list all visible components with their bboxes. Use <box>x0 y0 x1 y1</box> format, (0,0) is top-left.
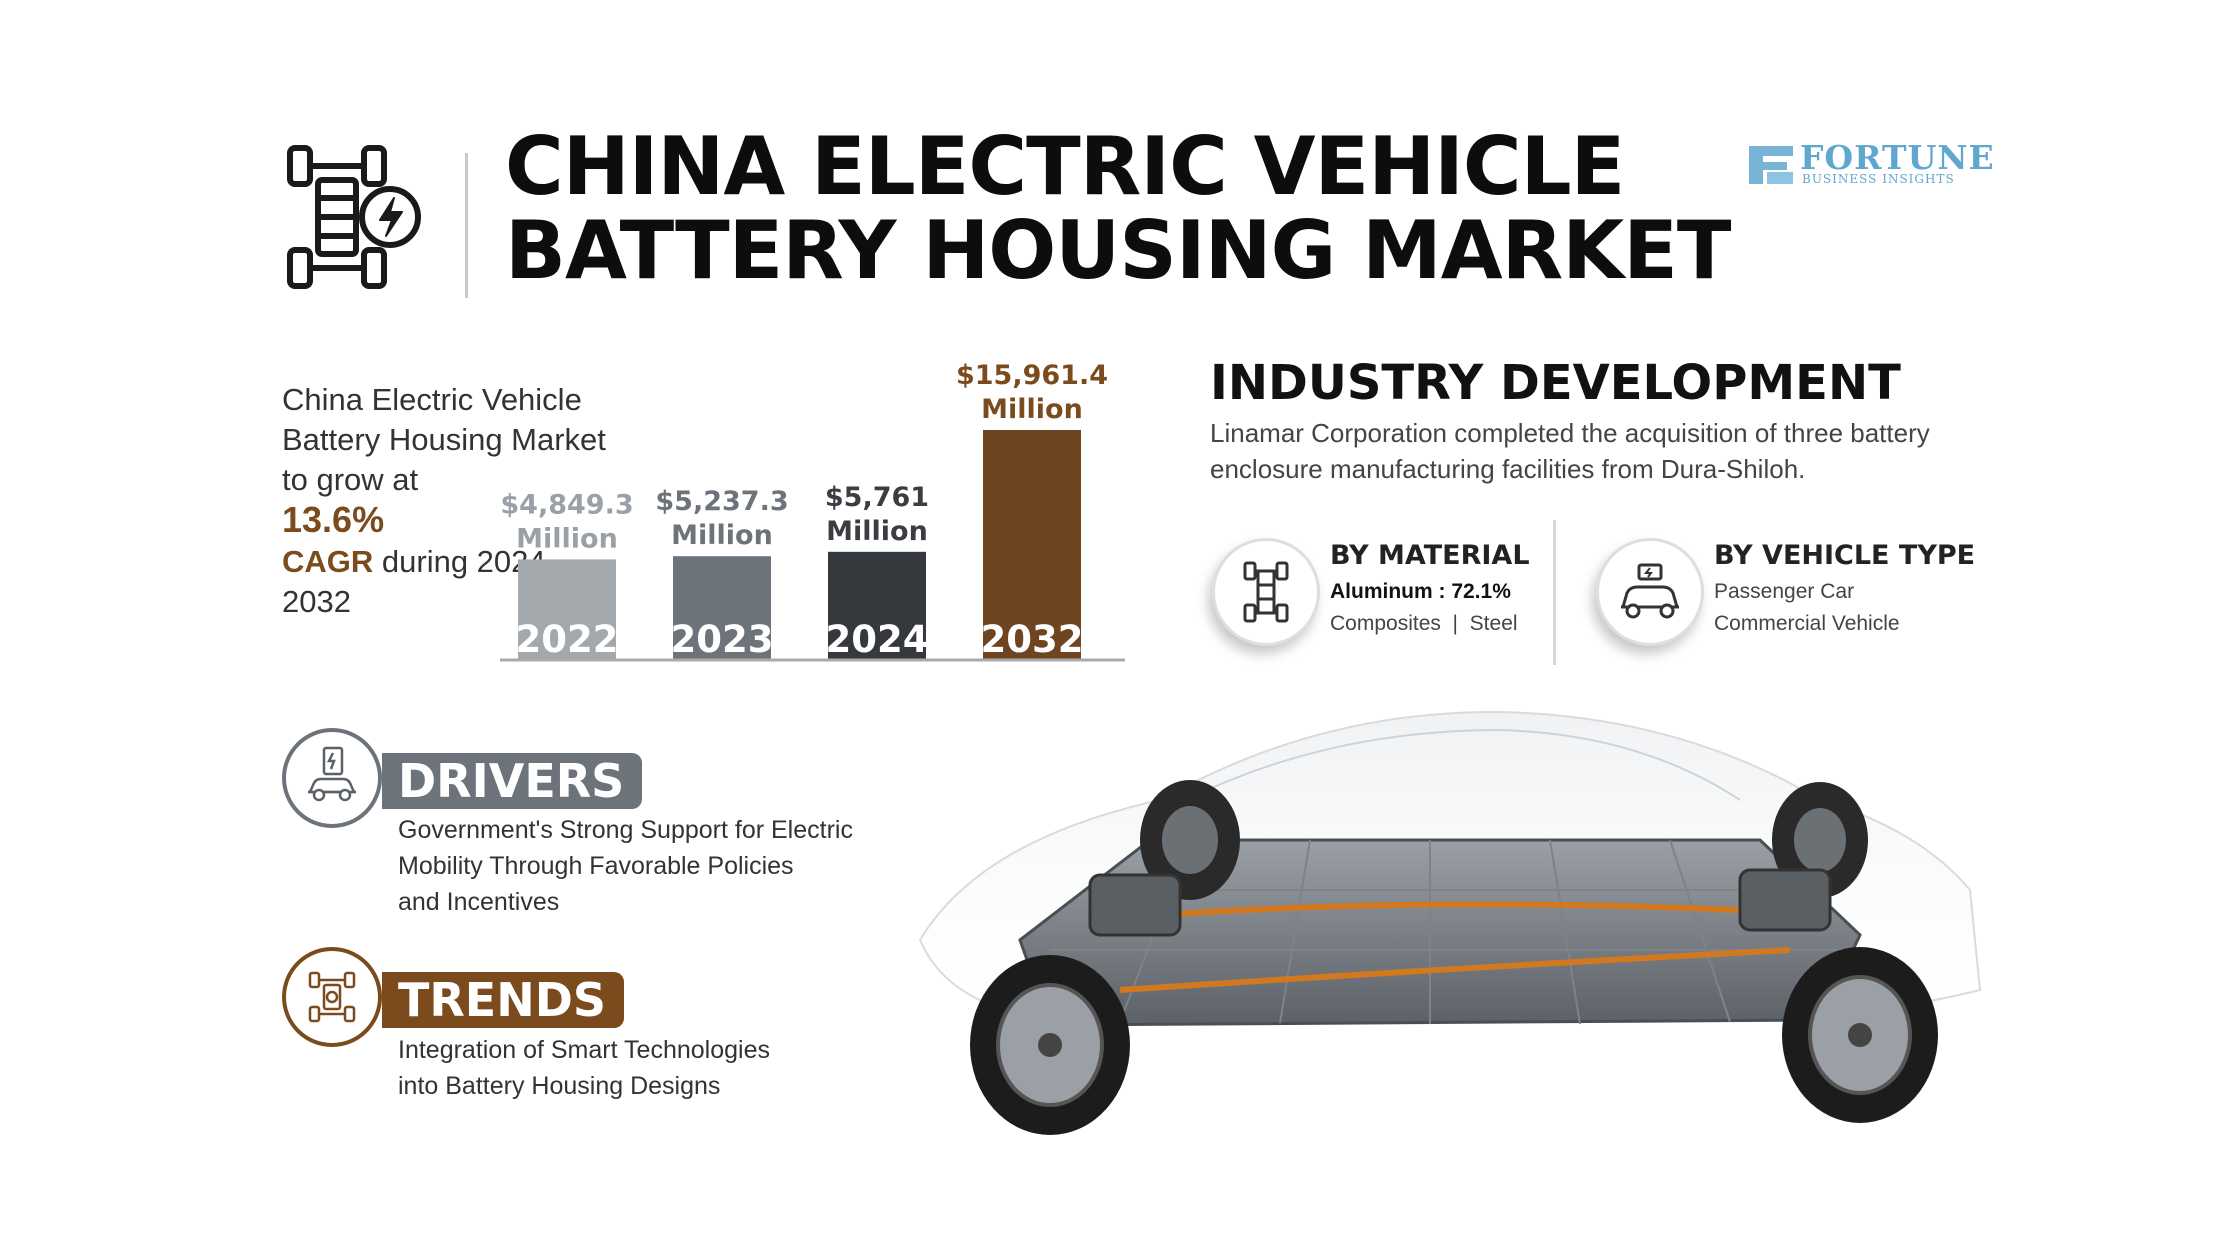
drivers-text-line: Government's Strong Support for Electric <box>398 816 853 844</box>
industry-development-title: INDUSTRY DEVELOPMENT <box>1210 355 1901 411</box>
trends-label: TRENDS <box>382 972 625 1028</box>
value-label: $4,849.3 <box>500 489 633 520</box>
ev-chassis-illustration <box>918 710 1982 1135</box>
title-line-2: BATTERY HOUSING MARKET <box>505 204 1731 297</box>
title-line-1: CHINA ELECTRIC VEHICLE <box>505 120 1625 213</box>
material-others: Composites | Steel <box>1330 612 1518 635</box>
page-title: CHINA ELECTRIC VEHICLE BATTERY HOUSING M… <box>505 120 1731 297</box>
bar-2024 <box>828 551 926 660</box>
drivers-icon-badge <box>282 728 382 828</box>
ghost-roof-line <box>1189 728 1741 801</box>
value-label: $5,761 <box>825 482 929 513</box>
category-label: 2022 <box>516 618 619 661</box>
cagr-label: CAGR <box>282 544 374 579</box>
brand-logo <box>1745 140 1965 190</box>
smart-chassis-icon <box>308 971 356 1023</box>
vehicle-segment-icon-badge <box>1596 538 1704 646</box>
header-divider <box>465 153 468 298</box>
bar-2032 <box>983 430 1081 660</box>
unit-label: Million <box>516 523 618 554</box>
trends-text: Integration of Smart Technologies into B… <box>398 1032 770 1104</box>
drivers-text-line: and Incentives <box>398 888 560 916</box>
ev-car-icon <box>1621 563 1679 619</box>
category-label: 2024 <box>826 618 929 661</box>
logo-mark-icon <box>1749 146 1793 184</box>
aluminum-share: Aluminum : 72.1% <box>1330 580 1511 603</box>
value-label: $5,237.3 <box>655 486 788 517</box>
wheel-rear-left <box>1782 947 1938 1123</box>
orange-cable <box>1119 947 1791 993</box>
bar-2023 <box>673 556 771 660</box>
category-label: 2023 <box>671 618 774 661</box>
material-highlight: Aluminum : 72.1% <box>1330 580 1511 604</box>
bar-2022 <box>518 559 616 660</box>
wheel-front-right <box>1140 780 1240 900</box>
value-label: $15,961.4 <box>956 360 1108 391</box>
logo-text: FORTUNE <box>1800 138 1995 177</box>
chassis-battery-icon <box>282 142 430 292</box>
segment-divider <box>1553 520 1556 665</box>
drivers-text-line: Mobility Through Favorable Policies <box>398 852 794 880</box>
rear-motor <box>1738 868 1832 932</box>
unit-label: Million <box>826 516 928 547</box>
trends-text-line: into Battery Housing Designs <box>398 1072 721 1100</box>
drivers-text: Government's Strong Support for Electric… <box>398 812 853 920</box>
unit-label: Million <box>671 520 773 551</box>
front-motor <box>1088 873 1182 937</box>
vehicle-item-commercial: Commercial Vehicle <box>1714 612 1900 635</box>
material-segment-icon-badge <box>1212 538 1320 646</box>
trends-icon-badge <box>282 947 382 1047</box>
drivers-label: DRIVERS <box>382 753 643 809</box>
growth-text: China Electric Vehicle Battery Housing M… <box>282 382 606 497</box>
logo-subtext: BUSINESS INSIGHTS <box>1802 172 1955 186</box>
unit-label: Million <box>981 394 1083 425</box>
market-size-bar-chart: 2022$4,849.3Million2023$5,237.3Million20… <box>500 360 1125 662</box>
material-segment-title: BY MATERIAL <box>1330 540 1530 571</box>
vehicle-item-passenger: Passenger Car <box>1714 580 1855 603</box>
wheel-front-left <box>970 955 1130 1135</box>
category-label: 2032 <box>981 618 1084 661</box>
cagr-value: 13.6% <box>282 499 385 540</box>
growth-statement: China Electric Vehicle Battery Housing M… <box>282 380 622 622</box>
vehicle-segment-title: BY VEHICLE TYPE <box>1714 540 1976 571</box>
ev-charging-icon <box>308 746 356 802</box>
industry-development-text: Linamar Corporation completed the acquis… <box>1210 418 1930 484</box>
chassis-icon <box>1243 561 1289 623</box>
trends-text-line: Integration of Smart Technologies <box>398 1036 770 1064</box>
